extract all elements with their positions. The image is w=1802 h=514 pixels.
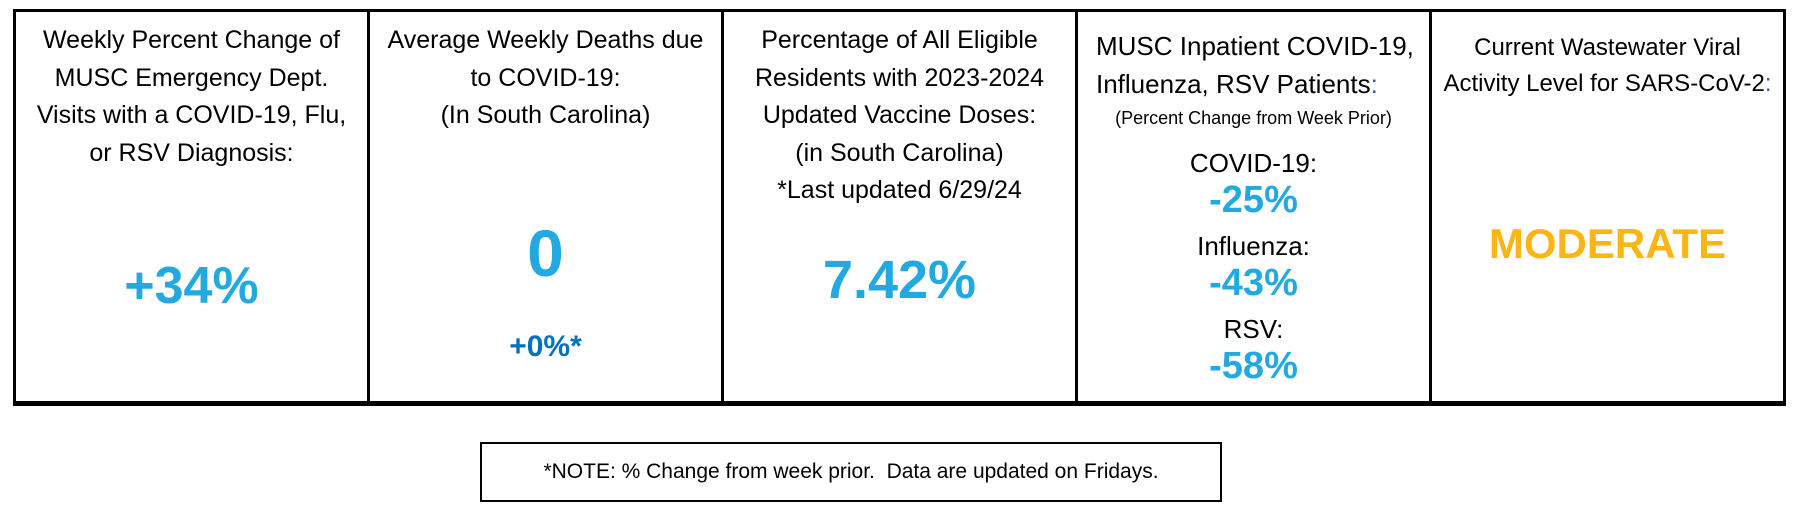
panel-inpatient: MUSC Inpatient COVID-19, Influenza, RSV … — [1075, 12, 1429, 401]
inpatient-metric-stack: COVID-19: -25% Influenza: -43% RSV: -58% — [1078, 148, 1429, 389]
panel-weekly-deaths: Average Weekly Deaths due to COVID-19: (… — [367, 12, 721, 401]
wastewater-activity-level: MODERATE — [1488, 220, 1727, 267]
panel-weekly-deaths-title: Average Weekly Deaths due to COVID-19: — [387, 26, 704, 92]
panel-weekly-deaths-header: Average Weekly Deaths due to COVID-19: (… — [370, 12, 721, 135]
footnote-text: *NOTE: % Change from week prior. Data ar… — [543, 460, 1159, 483]
panel-ed-visits-title: Weekly Percent Change of MUSC Emergency … — [36, 26, 347, 167]
inpatient-rsv-label: RSV: — [1223, 313, 1284, 344]
panel-inpatient-header: MUSC Inpatient COVID-19, Influenza, RSV … — [1078, 12, 1429, 103]
panel-vaccine-doses-title: Percentage of All Eligible Residents wit… — [754, 26, 1045, 129]
footnote-box: *NOTE: % Change from week prior. Data ar… — [480, 442, 1222, 502]
panel-inpatient-title-colon: : — [1370, 68, 1378, 99]
vaccine-doses-value: 7.42% — [822, 250, 977, 310]
panel-vaccine-doses: Percentage of All Eligible Residents wit… — [721, 12, 1075, 401]
panel-vaccine-doses-last-updated: *Last updated 6/29/24 — [777, 176, 1022, 204]
panel-wastewater-title: Current Wastewater Viral Activity Level … — [1443, 34, 1765, 97]
inpatient-influenza-label: Influenza: — [1197, 230, 1310, 261]
kpi-panel-row: Weekly Percent Change of MUSC Emergency … — [13, 9, 1786, 406]
weekly-deaths-value: 0 — [527, 216, 564, 290]
inpatient-rsv-value: -58% — [1209, 344, 1298, 387]
inpatient-influenza-value: -43% — [1209, 261, 1298, 304]
panel-vaccine-doses-subtitle: (in South Carolina) — [795, 138, 1004, 167]
inpatient-covid-label: COVID-19: — [1189, 147, 1318, 178]
panel-inpatient-subtitle: (Percent Change from Week Prior) — [1115, 108, 1392, 129]
panel-wastewater: Current Wastewater Viral Activity Level … — [1429, 12, 1783, 401]
panel-ed-visits-header: Weekly Percent Change of MUSC Emergency … — [16, 12, 367, 172]
weekly-deaths-percent-change: +0%* — [509, 330, 582, 363]
panel-wastewater-title-colon: : — [1764, 70, 1772, 97]
panel-vaccine-doses-header: Percentage of All Eligible Residents wit… — [724, 12, 1075, 210]
panel-ed-visits: Weekly Percent Change of MUSC Emergency … — [16, 12, 367, 401]
ed-visits-value: +34% — [124, 257, 259, 315]
inpatient-covid-value: -25% — [1209, 179, 1298, 222]
panel-wastewater-header: Current Wastewater Viral Activity Level … — [1432, 12, 1783, 102]
panel-weekly-deaths-subtitle: (In South Carolina) — [440, 101, 651, 129]
panel-inpatient-title: MUSC Inpatient COVID-19, Influenza, RSV … — [1096, 31, 1414, 99]
